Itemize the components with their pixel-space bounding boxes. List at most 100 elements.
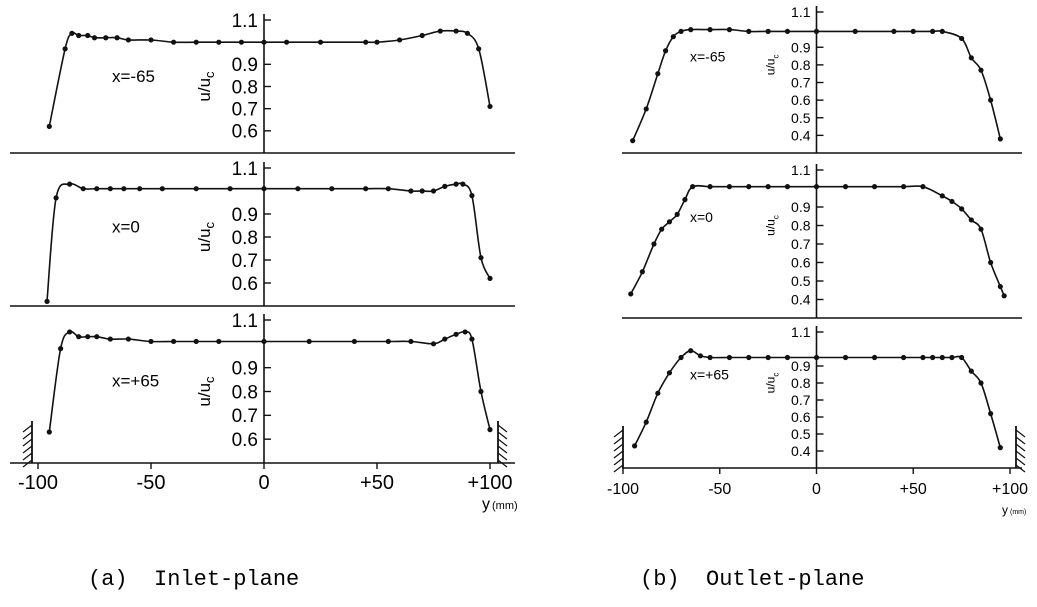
y-tick-label: 0.4: [791, 443, 811, 459]
wall-hatch: [1015, 429, 1026, 438]
data-point: [997, 136, 1003, 142]
data-point: [900, 354, 907, 361]
data-point: [707, 354, 713, 361]
data-point: [746, 184, 752, 190]
data-point: [726, 184, 733, 190]
data-point: [107, 186, 113, 192]
y-tick-label: 0.7: [791, 392, 811, 408]
caption-inlet-plane: (a) Inlet-plane: [88, 567, 299, 592]
data-point: [148, 338, 154, 345]
y-tick-label: 0.5: [791, 110, 811, 126]
y-tick-label: 0.9: [791, 39, 811, 55]
data-point: [707, 184, 713, 190]
chart-a-0: 0.60.70.80.9 1.1 u/uc x=-65: [10, 11, 515, 154]
y-tick-label: 0.9: [232, 55, 258, 76]
data-point: [920, 354, 926, 361]
data-point: [639, 269, 645, 275]
y-axis-label: u/uc: [764, 373, 781, 394]
y-tick-label: 0.4: [791, 127, 811, 143]
x-tick-label: -100: [607, 481, 639, 498]
data-point: [430, 341, 437, 347]
y-axis-label: u/uc: [764, 215, 781, 236]
data-point: [385, 338, 391, 345]
data-point: [784, 354, 791, 361]
data-point: [900, 184, 907, 190]
data-point: [442, 336, 448, 342]
wall-hatch: [613, 443, 624, 452]
data-point: [978, 67, 984, 73]
data-point: [159, 186, 165, 192]
data-point: [261, 39, 267, 45]
station-label: x=-65: [112, 67, 155, 86]
data-point: [988, 411, 994, 417]
y-axis-label-sub: c: [202, 376, 217, 383]
data-point: [121, 186, 127, 192]
data-point: [959, 354, 965, 361]
data-point: [655, 71, 661, 77]
chart-b-5: 0.40.50.60.70.80.9 1.1 u/uc x=+65: [622, 324, 1022, 469]
y-tick-label: 1.1: [232, 311, 258, 332]
data-point: [295, 186, 301, 192]
caption-outlet-plane: (b) Outlet-plane: [640, 567, 864, 592]
wall-hatch: [613, 429, 624, 438]
y-tick-label: 0.9: [232, 359, 258, 380]
data-point: [920, 184, 926, 190]
data-point: [978, 380, 984, 386]
data-point: [988, 259, 994, 266]
y-axis-label-main: u/u: [764, 59, 778, 76]
y-tick-label: 0.6: [232, 430, 258, 451]
wall-hatch: [497, 445, 508, 454]
x-axis-unit-var: y: [482, 496, 490, 513]
x-tick-label: 0: [812, 481, 821, 498]
y-axis-label-main: u/u: [764, 219, 778, 236]
y-tick-label: 0.9: [791, 199, 811, 215]
data-point: [125, 336, 131, 342]
data-point: [813, 354, 820, 361]
data-point: [674, 211, 680, 217]
y-tick-label: 1.1: [791, 324, 811, 340]
data-point: [939, 193, 945, 199]
wall-hatch: [1015, 436, 1026, 445]
chart-a-2: 0.6 0.7 0.80.9 1.1 u/uc x=+65: [10, 311, 515, 464]
data-point: [478, 255, 484, 261]
data-point: [94, 334, 100, 340]
data-point: [871, 354, 878, 361]
y-tick-label: 0.5: [791, 273, 811, 289]
data-point: [842, 184, 849, 190]
data-point: [655, 390, 661, 396]
wall-hatch: [497, 424, 508, 433]
data-point: [216, 39, 222, 45]
y-tick-label: 0.8: [791, 375, 811, 391]
data-point: [959, 35, 965, 42]
data-point: [688, 348, 694, 354]
wall-hatch: [613, 457, 624, 466]
data-point: [76, 32, 82, 39]
data-point: [261, 186, 267, 192]
y-tick-label: 0.8: [232, 77, 258, 98]
data-point: [968, 55, 974, 61]
data-point: [306, 338, 312, 345]
data-point: [746, 28, 752, 34]
y-axis-label-main: u/u: [764, 377, 778, 394]
wall-hatch: [1015, 450, 1026, 459]
profile-line: [633, 349, 1002, 448]
data-point: [643, 106, 649, 112]
data-point: [968, 217, 974, 223]
data-point: [408, 188, 414, 194]
data-point: [682, 197, 688, 203]
data-point: [419, 32, 425, 39]
y-tick-label: 0.7: [791, 75, 811, 91]
chart-b-3: 0.40.5 0.60.7 0.8 0.9 1.1 u/uc x=-65: [622, 4, 1022, 154]
data-point: [107, 336, 113, 342]
data-point: [662, 48, 669, 54]
data-point: [678, 28, 684, 34]
y-tick-label: 0.7: [791, 236, 811, 252]
data-point: [813, 28, 820, 34]
data-point: [910, 28, 916, 34]
y-tick-label: 0.7: [232, 100, 258, 121]
data-point: [726, 27, 733, 33]
data-point: [453, 181, 459, 187]
y-tick-label: 0.7: [232, 251, 258, 272]
data-point: [643, 419, 649, 425]
